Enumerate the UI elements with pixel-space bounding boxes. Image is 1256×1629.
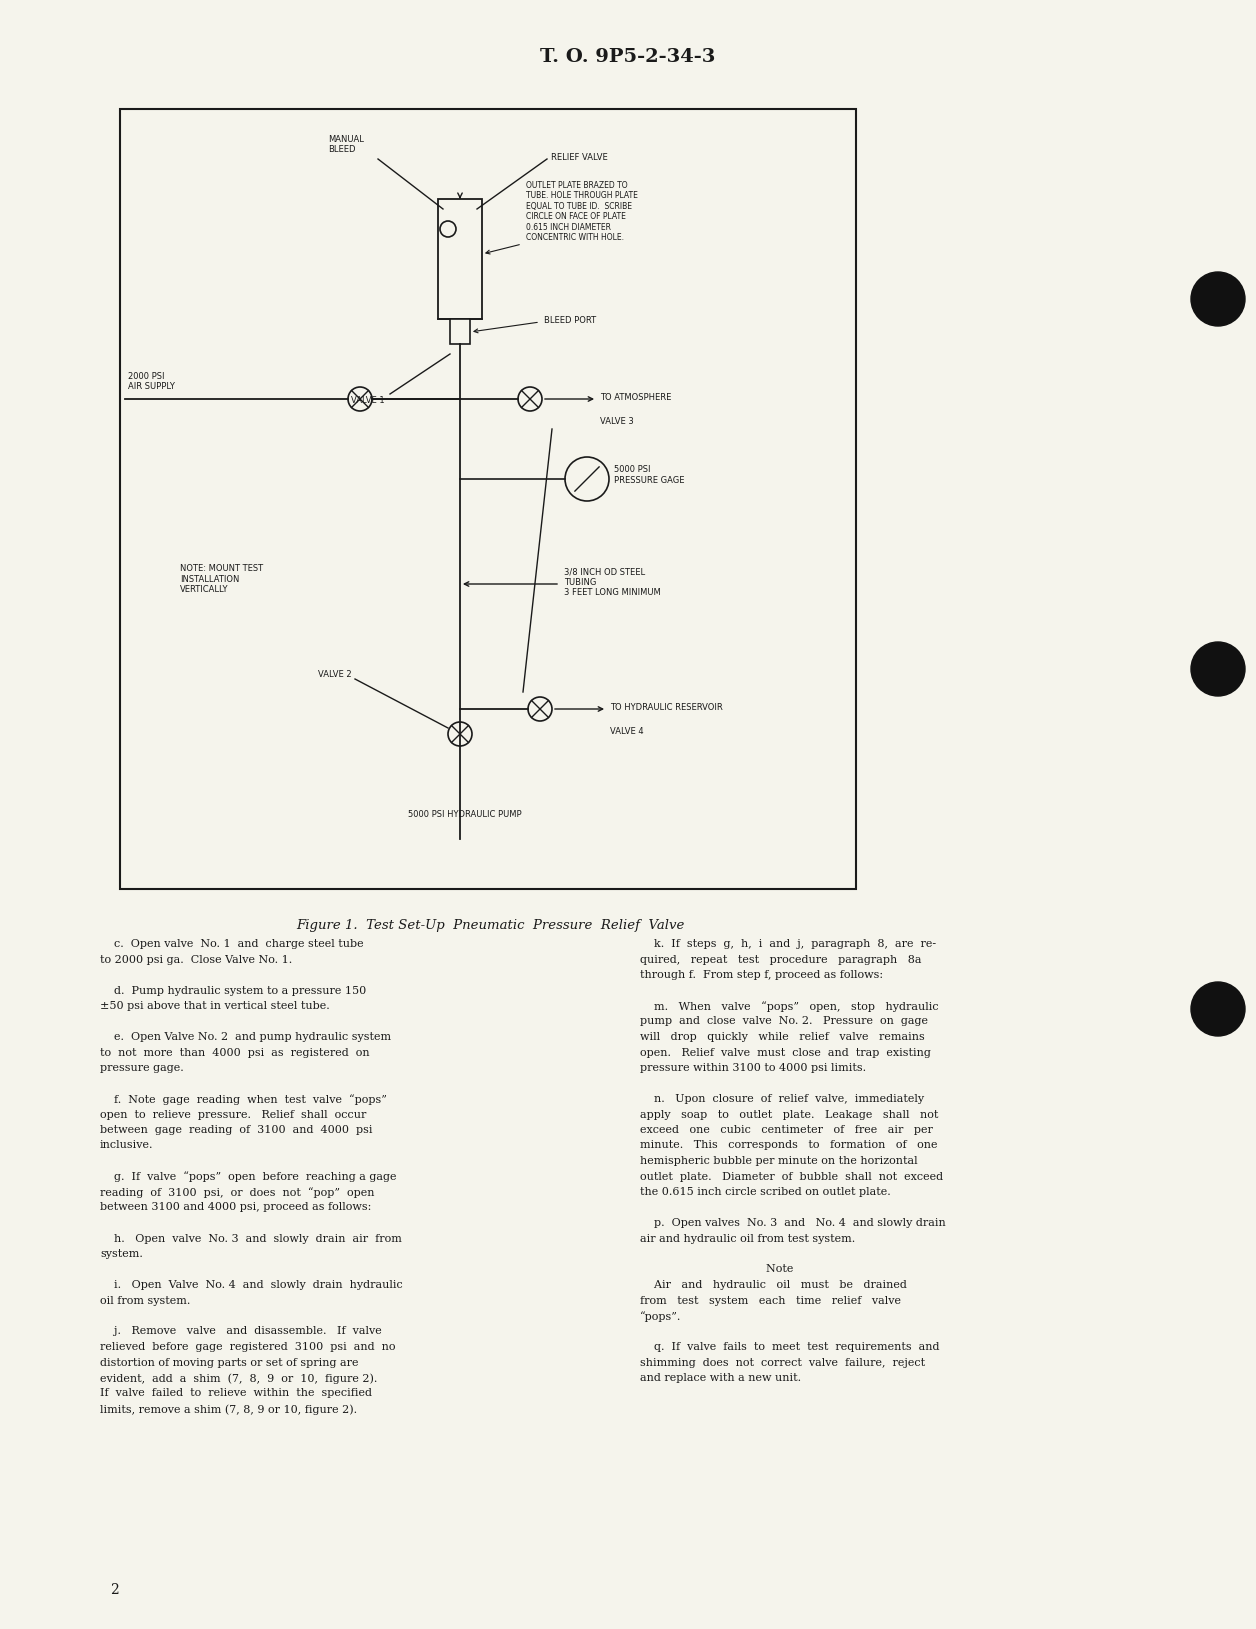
Text: e.  Open Valve No. 2  and pump hydraulic system: e. Open Valve No. 2 and pump hydraulic s…	[100, 1033, 391, 1043]
Text: pressure gage.: pressure gage.	[100, 1064, 183, 1074]
Text: evident,  add  a  shim  (7,  8,  9  or  10,  figure 2).: evident, add a shim (7, 8, 9 or 10, figu…	[100, 1373, 377, 1383]
Text: from   test   system   each   time   relief   valve: from test system each time relief valve	[641, 1295, 901, 1305]
Text: VALVE 3: VALVE 3	[600, 417, 634, 425]
Text: VALVE 2: VALVE 2	[318, 670, 352, 679]
Text: distortion of moving parts or set of spring are: distortion of moving parts or set of spr…	[100, 1357, 358, 1367]
Text: ±50 psi above that in vertical steel tube.: ±50 psi above that in vertical steel tub…	[100, 1000, 330, 1012]
Text: reading  of  3100  psi,  or  does  not  “pop”  open: reading of 3100 psi, or does not “pop” o…	[100, 1188, 374, 1197]
Text: pressure within 3100 to 4000 psi limits.: pressure within 3100 to 4000 psi limits.	[641, 1064, 867, 1074]
Circle shape	[1191, 642, 1245, 696]
Text: NOTE: MOUNT TEST
INSTALLATION
VERTICALLY: NOTE: MOUNT TEST INSTALLATION VERTICALLY	[180, 564, 263, 595]
Text: through f.  From step f, proceed as follows:: through f. From step f, proceed as follo…	[641, 969, 883, 981]
Text: k.  If  steps  g,  h,  i  and  j,  paragraph  8,  are  re-: k. If steps g, h, i and j, paragraph 8, …	[641, 938, 936, 950]
Text: 3/8 INCH OD STEEL
TUBING
3 FEET LONG MINIMUM: 3/8 INCH OD STEEL TUBING 3 FEET LONG MIN…	[564, 567, 661, 596]
Text: apply   soap   to   outlet   plate.   Leakage   shall   not: apply soap to outlet plate. Leakage shal…	[641, 1109, 938, 1119]
Text: OUTLET PLATE BRAZED TO
TUBE. HOLE THROUGH PLATE
EQUAL TO TUBE ID.  SCRIBE
CIRCLE: OUTLET PLATE BRAZED TO TUBE. HOLE THROUG…	[526, 181, 638, 243]
Text: Note: Note	[641, 1264, 794, 1274]
Text: 2: 2	[111, 1583, 119, 1596]
Text: hemispheric bubble per minute on the horizontal: hemispheric bubble per minute on the hor…	[641, 1157, 918, 1166]
Text: d.  Pump hydraulic system to a pressure 150: d. Pump hydraulic system to a pressure 1…	[100, 986, 367, 995]
Text: VALVE 4: VALVE 4	[610, 727, 643, 736]
Text: quired,   repeat   test   procedure   paragraph   8a: quired, repeat test procedure paragraph …	[641, 955, 922, 964]
Circle shape	[1191, 272, 1245, 326]
Text: VALVE 1: VALVE 1	[352, 396, 386, 406]
Text: between  gage  reading  of  3100  and  4000  psi: between gage reading of 3100 and 4000 ps…	[100, 1126, 373, 1135]
Text: h.   Open  valve  No. 3  and  slowly  drain  air  from: h. Open valve No. 3 and slowly drain air…	[100, 1233, 402, 1243]
Text: n.   Upon  closure  of  relief  valve,  immediately: n. Upon closure of relief valve, immedia…	[641, 1095, 924, 1104]
Text: minute.   This   corresponds   to   formation   of   one: minute. This corresponds to formation of…	[641, 1140, 937, 1150]
Text: c.  Open valve  No. 1  and  charge steel tube: c. Open valve No. 1 and charge steel tub…	[100, 938, 364, 950]
Text: f.  Note  gage  reading  when  test  valve  “pops”: f. Note gage reading when test valve “po…	[100, 1095, 387, 1104]
Text: p.  Open valves  No. 3  and   No. 4  and slowly drain: p. Open valves No. 3 and No. 4 and slowl…	[641, 1218, 946, 1228]
Text: BLEED PORT: BLEED PORT	[544, 316, 597, 324]
Text: between 3100 and 4000 psi, proceed as follows:: between 3100 and 4000 psi, proceed as fo…	[100, 1202, 372, 1212]
Text: RELIEF VALVE: RELIEF VALVE	[551, 153, 608, 161]
Text: system.: system.	[100, 1249, 143, 1259]
Text: If  valve  failed  to  relieve  within  the  specified: If valve failed to relieve within the sp…	[100, 1388, 372, 1399]
Text: TO ATMOSPHERE: TO ATMOSPHERE	[600, 393, 672, 401]
Text: q.  If  valve  fails  to  meet  test  requirements  and: q. If valve fails to meet test requireme…	[641, 1342, 939, 1352]
Bar	[121, 109, 857, 889]
Text: “pops”.: “pops”.	[641, 1311, 681, 1321]
Text: pump  and  close  valve  No. 2.   Pressure  on  gage: pump and close valve No. 2. Pressure on …	[641, 1016, 928, 1026]
Text: m.   When   valve   “pops”   open,   stop   hydraulic: m. When valve “pops” open, stop hydrauli…	[641, 1000, 938, 1012]
Text: will   drop   quickly   while   relief   valve   remains: will drop quickly while relief valve rem…	[641, 1033, 924, 1043]
Text: air and hydraulic oil from test system.: air and hydraulic oil from test system.	[641, 1233, 855, 1243]
Text: i.   Open  Valve  No. 4  and  slowly  drain  hydraulic: i. Open Valve No. 4 and slowly drain hyd…	[100, 1280, 403, 1290]
Text: the 0.615 inch circle scribed on outlet plate.: the 0.615 inch circle scribed on outlet …	[641, 1188, 891, 1197]
Text: TO HYDRAULIC RESERVOIR: TO HYDRAULIC RESERVOIR	[610, 702, 722, 712]
Text: T. O. 9P5-2-34-3: T. O. 9P5-2-34-3	[540, 47, 716, 67]
Text: inclusive.: inclusive.	[100, 1140, 153, 1150]
Text: 5000 PSI HYDRAULIC PUMP: 5000 PSI HYDRAULIC PUMP	[408, 810, 521, 819]
Bar	[450, 319, 470, 344]
Text: MANUAL
BLEED: MANUAL BLEED	[328, 135, 364, 155]
Text: 5000 PSI
PRESSURE GAGE: 5000 PSI PRESSURE GAGE	[614, 466, 685, 485]
Text: open.   Relief  valve  must  close  and  trap  existing: open. Relief valve must close and trap e…	[641, 1047, 931, 1057]
Text: oil from system.: oil from system.	[100, 1295, 191, 1305]
Text: to 2000 psi ga.  Close Valve No. 1.: to 2000 psi ga. Close Valve No. 1.	[100, 955, 293, 964]
Circle shape	[1191, 982, 1245, 1036]
Text: Air   and   hydraulic   oil   must   be   drained: Air and hydraulic oil must be drained	[641, 1280, 907, 1290]
Text: to  not  more  than  4000  psi  as  registered  on: to not more than 4000 psi as registered …	[100, 1047, 369, 1057]
Text: 2000 PSI
AIR SUPPLY: 2000 PSI AIR SUPPLY	[128, 371, 175, 391]
Text: open  to  relieve  pressure.   Relief  shall  occur: open to relieve pressure. Relief shall o…	[100, 1109, 367, 1119]
Text: limits, remove a shim (7, 8, 9 or 10, figure 2).: limits, remove a shim (7, 8, 9 or 10, fi…	[100, 1404, 357, 1414]
Text: g.  If  valve  “pops”  open  before  reaching a gage: g. If valve “pops” open before reaching …	[100, 1171, 397, 1183]
Text: relieved  before  gage  registered  3100  psi  and  no: relieved before gage registered 3100 psi…	[100, 1342, 396, 1352]
Bar	[438, 199, 482, 319]
Text: shimming  does  not  correct  valve  failure,  reject: shimming does not correct valve failure,…	[641, 1357, 926, 1367]
Text: and replace with a new unit.: and replace with a new unit.	[641, 1373, 801, 1383]
Text: outlet  plate.   Diameter  of  bubble  shall  not  exceed: outlet plate. Diameter of bubble shall n…	[641, 1171, 943, 1181]
Text: exceed   one   cubic   centimeter   of   free   air   per: exceed one cubic centimeter of free air …	[641, 1126, 933, 1135]
Text: j.   Remove   valve   and  disassemble.   If  valve: j. Remove valve and disassemble. If valv…	[100, 1326, 382, 1336]
Text: Figure 1.  Test Set-Up  Pneumatic  Pressure  Relief  Valve: Figure 1. Test Set-Up Pneumatic Pressure…	[296, 919, 685, 932]
